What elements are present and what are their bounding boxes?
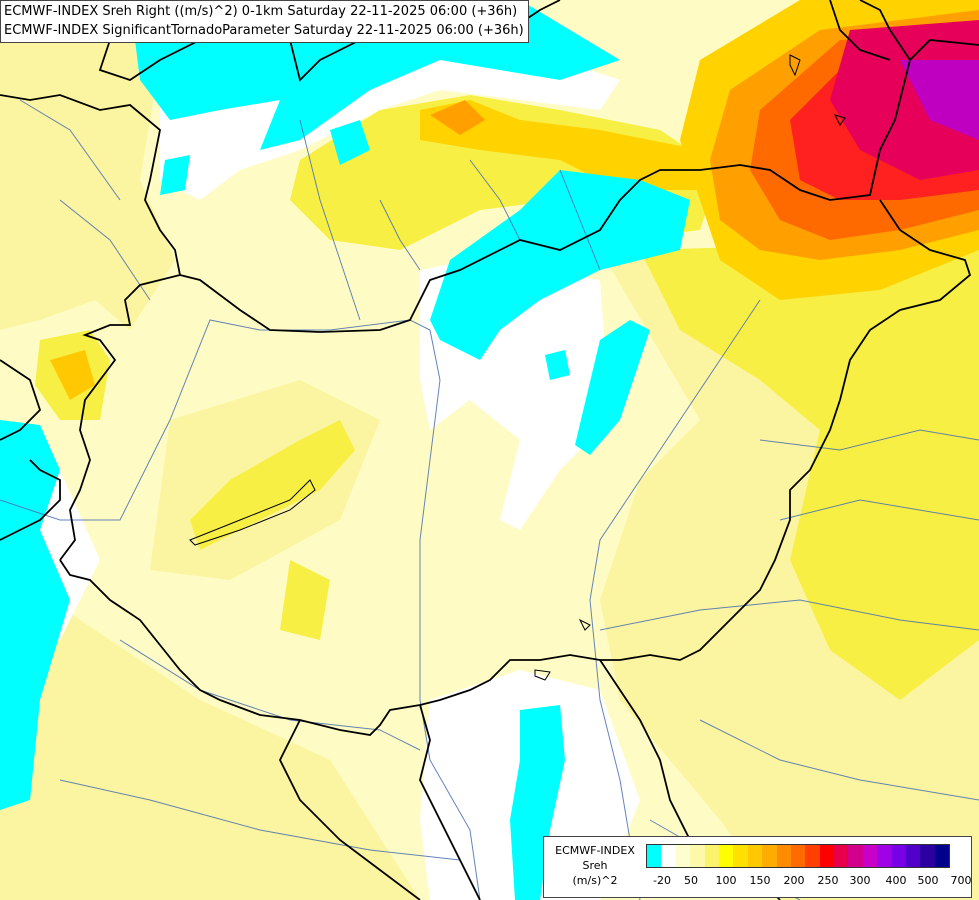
legend-swatch [819,845,835,867]
border-austria-slovenia [0,459,61,541]
legend-swatch [747,845,763,867]
legend-tick: 100 [715,874,737,887]
legend-swatch [718,845,734,867]
border-hungary-south [59,559,601,736]
legend-tick: 500 [917,874,939,887]
field-cyan-south [510,705,565,900]
legend-caption-line2: Sreh [582,859,608,872]
stp-contour-layer [189,54,846,681]
legend-swatch [934,845,950,867]
legend-caption-line3: (m/s)^2 [572,874,618,887]
field-cyan-west [0,420,70,810]
legend-caption-line1: ECMWF-INDEX [555,844,635,857]
color-legend: ECMWF-INDEX Sreh (m/s)^2 -20 50 100 150 200 2… [543,836,972,898]
field-gold-north [420,100,700,190]
river-layer [0,99,979,900]
field-orange-north-spot [430,100,485,135]
river-maros [599,599,979,631]
legend-swatch [920,845,935,867]
legend-tick: -20 [653,874,671,887]
field-cyan-center-strip [575,320,650,455]
legend-tick: 150 [749,874,771,887]
field-cyan-north-blob [330,120,370,165]
stp-contour-4 [578,618,591,631]
legend-swatch [661,845,676,867]
river-north [379,159,601,271]
map-title-line1: ECMWF-INDEX Sreh Right ((m/s)^2) 0-1km S… [4,4,518,19]
legend-swatch [877,845,892,867]
legend-tick: 250 [817,874,839,887]
stp-contour-2 [789,54,801,77]
field-light-yellow-west [0,0,175,330]
legend-swatch [733,845,748,867]
field-cyan-small-center [545,350,570,380]
border-west-austria [0,359,42,441]
field-cyan-northwest-spot [160,155,190,195]
legend-tick: 300 [849,874,871,887]
field-yellow-east [640,240,979,700]
stp-contour-3 [834,114,846,126]
legend-swatch [647,845,662,867]
map-title-line2: ECMWF-INDEX SignificantTornadoParameter … [4,23,524,38]
border-hungary-east [600,199,972,661]
stp-contour-1 [189,479,316,546]
border-serbia-croatia [419,704,481,900]
legend-swatch [891,845,907,867]
map-title-box: ECMWF-INDEX Sreh Right ((m/s)^2) 0-1km S… [0,0,529,43]
border-poland-ukraine [829,0,911,61]
river-danube [0,319,481,900]
legend-tick: 200 [783,874,805,887]
legend-tick: 400 [885,874,907,887]
river-east [759,429,979,521]
river-west [19,99,151,301]
legend-tick: 50 [684,874,698,887]
river-tisza [589,299,761,900]
field-purple-ne [900,60,979,140]
border-hungary-west [59,274,181,561]
field-yellow-center-blob [190,420,355,550]
border-czech-slovakia [0,39,979,333]
legend-swatch [834,845,849,867]
legend-swatch [906,845,921,867]
field-orange-west-spot [50,350,95,400]
legend-color-bar [646,844,951,868]
field-yellow-south-center [280,560,330,640]
legend-swatch [848,845,863,867]
field-cyan-center [430,170,690,360]
legend-swatch [805,845,820,867]
stp-contour-5 [534,669,551,681]
border-bosnia [278,719,421,900]
legend-caption: ECMWF-INDEX Sreh (m/s)^2 [548,843,642,888]
legend-swatch [675,845,691,867]
legend-swatch [862,845,878,867]
legend-swatch [690,845,705,867]
legend-swatch [776,845,791,867]
legend-swatch [790,845,806,867]
legend-tick: 700 [950,874,972,887]
legend-tick-labels: -20 50 100 150 200 250 300 400 500 700 [646,874,971,890]
legend-swatch [704,845,719,867]
legend-swatch [762,845,777,867]
river-drava [119,639,421,751]
river-sava [59,779,461,861]
river-vah [299,119,361,321]
